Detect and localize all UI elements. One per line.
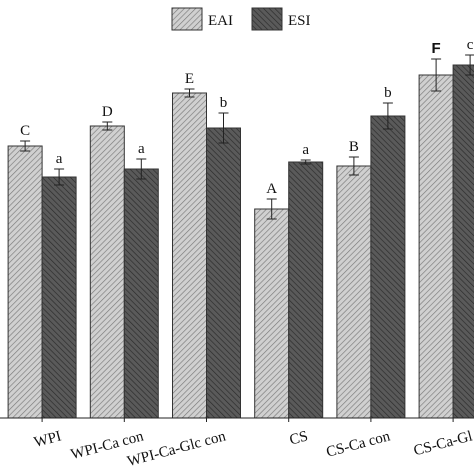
significance-letter: D (102, 104, 113, 120)
error-bar (431, 58, 442, 92)
bar (254, 208, 290, 419)
error-bar (348, 156, 359, 176)
error-bar (266, 198, 277, 220)
error-bar (20, 140, 31, 152)
error-bar (382, 102, 393, 130)
error-bar (300, 159, 311, 165)
error-bar (136, 158, 147, 180)
error-bar (218, 112, 229, 144)
bar (41, 176, 77, 419)
bar (206, 127, 241, 419)
legend-label: ESI (288, 13, 311, 29)
bar (89, 125, 125, 419)
significance-letter: a (56, 151, 63, 167)
significance-letter: a (302, 142, 309, 158)
bar (452, 64, 474, 419)
x-tick-label: WPI (32, 428, 63, 451)
significance-letter: E (185, 71, 194, 87)
x-tick-label: CS-Ca con (325, 428, 393, 461)
significance-letter: c (467, 37, 474, 53)
bar (418, 74, 454, 419)
significance-letter: A (266, 181, 277, 197)
significance-letter: b (384, 85, 392, 101)
legend-label: EAI (208, 13, 233, 29)
bar (7, 145, 43, 419)
bar (288, 161, 324, 419)
error-bar (54, 168, 65, 186)
legend-swatch (171, 7, 203, 31)
significance-letter: B (349, 139, 359, 155)
bar (123, 168, 159, 419)
significance-letter: F (432, 40, 441, 57)
significance-letter: a (138, 141, 145, 157)
error-bar (465, 54, 474, 76)
significance-letter: b (220, 95, 228, 111)
x-tick-label: CS (288, 428, 310, 448)
legend-swatch (251, 7, 283, 31)
bar (336, 165, 372, 419)
error-bar (184, 88, 195, 98)
significance-letter: C (20, 123, 30, 139)
bar (370, 115, 406, 419)
x-tick-label: CS-Ca-Gl (412, 428, 474, 459)
error-bar (102, 121, 113, 131)
bar (172, 92, 207, 419)
